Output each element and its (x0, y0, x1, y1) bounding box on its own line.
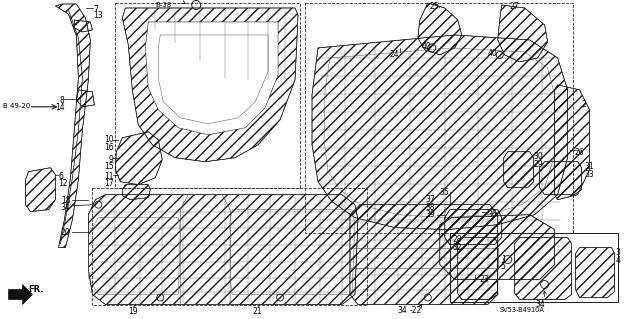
Text: 15: 15 (104, 162, 113, 171)
Text: 36: 36 (488, 210, 497, 219)
Bar (92, 188, 367, 306)
Text: 6: 6 (58, 172, 63, 181)
Text: 20: 20 (61, 228, 70, 237)
Polygon shape (8, 285, 33, 305)
Text: 14: 14 (55, 103, 65, 112)
Text: 34: 34 (398, 307, 408, 315)
Text: 5: 5 (501, 262, 506, 271)
Text: 12: 12 (58, 179, 68, 188)
Text: 18: 18 (61, 196, 70, 205)
Text: 2: 2 (582, 100, 586, 109)
Text: 16: 16 (104, 143, 113, 152)
Text: SV53-B4910A: SV53-B4910A (500, 308, 545, 314)
Text: 35: 35 (440, 188, 449, 197)
Text: 27: 27 (509, 2, 519, 11)
Text: 11: 11 (104, 172, 113, 181)
Text: 10: 10 (104, 135, 113, 144)
Text: 29: 29 (534, 160, 543, 169)
Bar (305, 3, 573, 233)
Text: 34: 34 (61, 203, 70, 212)
Text: 17: 17 (104, 179, 113, 188)
Text: 21: 21 (252, 308, 262, 316)
Text: 25: 25 (430, 2, 440, 11)
Text: 1: 1 (501, 255, 506, 263)
Text: 4: 4 (616, 256, 620, 264)
Text: 7: 7 (93, 5, 99, 14)
Text: 23: 23 (480, 275, 490, 284)
Text: -22: -22 (410, 307, 422, 315)
Text: 38: 38 (425, 203, 435, 212)
Polygon shape (145, 22, 278, 135)
Text: 28: 28 (452, 234, 462, 244)
Text: B 49-20: B 49-20 (3, 103, 30, 109)
Text: 34: 34 (536, 300, 545, 309)
Text: 24: 24 (390, 50, 399, 59)
Text: 37: 37 (425, 195, 435, 204)
Text: 33: 33 (584, 170, 595, 179)
Bar (115, 3, 300, 188)
Text: B-38: B-38 (156, 2, 172, 8)
Text: 32: 32 (452, 242, 463, 252)
Text: 19: 19 (128, 308, 138, 316)
Text: 8: 8 (60, 96, 65, 105)
Text: 9: 9 (108, 155, 113, 164)
Text: FR.: FR. (29, 285, 44, 293)
Text: 40: 40 (422, 42, 431, 51)
Text: 30: 30 (534, 152, 543, 161)
Text: 13: 13 (93, 11, 103, 20)
Text: 26: 26 (575, 148, 584, 157)
Text: 39: 39 (425, 210, 435, 219)
Text: 3: 3 (616, 248, 620, 256)
Bar (450, 233, 618, 302)
Text: 31: 31 (584, 162, 594, 171)
Text: 40: 40 (488, 49, 497, 58)
